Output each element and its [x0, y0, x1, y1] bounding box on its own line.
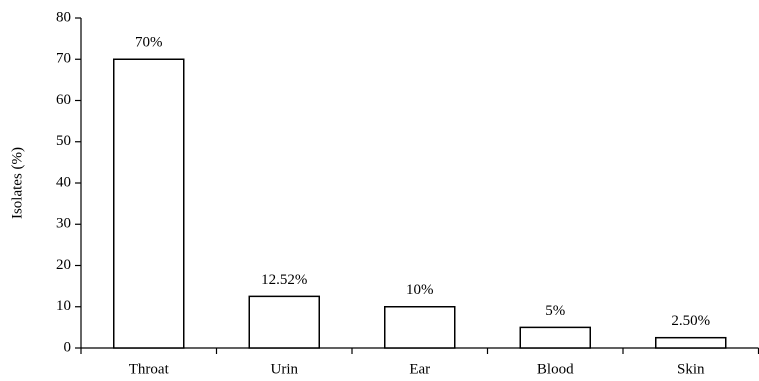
data-label: 2.50%: [671, 313, 710, 329]
y-tick-label: 20: [56, 257, 71, 273]
bar: [519, 326, 591, 349]
data-label: 5%: [545, 303, 565, 319]
x-tick-label: Ear: [409, 361, 430, 377]
x-tick-label: Skin: [677, 361, 705, 377]
bar: [113, 58, 185, 349]
y-tick-label: 10: [56, 298, 71, 314]
y-axis-label: Isolates (%): [9, 147, 25, 219]
y-tick-label: 0: [64, 339, 72, 355]
y-tick-label: 60: [56, 92, 71, 108]
x-tick-label: Urin: [271, 361, 299, 377]
bar: [384, 306, 456, 349]
data-label: 12.52%: [261, 272, 307, 288]
data-label: 10%: [406, 282, 434, 298]
x-tick-label: Blood: [537, 361, 574, 377]
x-tick-label: Throat: [129, 361, 170, 377]
y-tick-label: 70: [56, 51, 71, 67]
y-tick-label: 30: [56, 216, 71, 232]
y-tick-label: 50: [56, 133, 71, 149]
y-tick-label: 80: [56, 9, 71, 25]
data-label: 70%: [135, 35, 163, 51]
y-tick-label: 40: [56, 174, 71, 190]
bar: [248, 295, 320, 349]
bar: [655, 336, 727, 349]
